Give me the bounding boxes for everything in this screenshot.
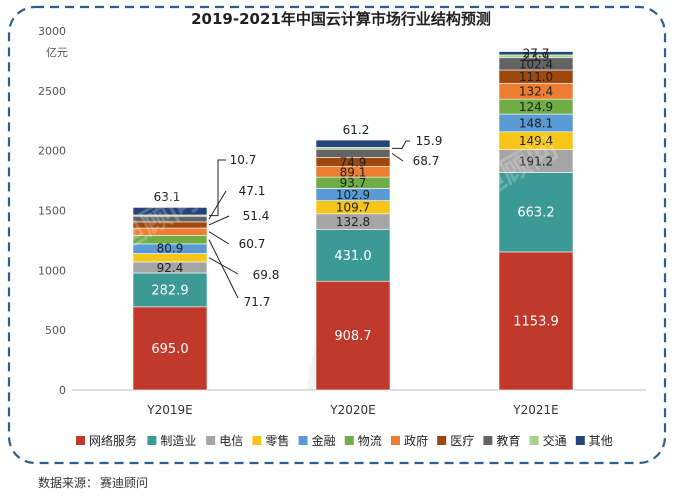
bar-segment	[132, 207, 208, 216]
data-label: 1153.9	[513, 314, 559, 329]
data-source: 数据来源： 赛迪顾问	[38, 474, 150, 491]
x-tick-label: Y2019E	[146, 403, 192, 417]
bar-segment	[498, 51, 574, 56]
legend-label: 教育	[496, 433, 520, 448]
stacked-bar-chart: 2019-2021年中国云计算市场行业结构预测 0 500 1000 1500 2000 2…	[7, 5, 667, 465]
data-label: 61.2	[343, 123, 370, 137]
data-label: 908.7	[334, 329, 371, 344]
leader-line	[208, 257, 239, 275]
data-label: 109.7	[336, 201, 370, 215]
bar-segment	[315, 229, 391, 282]
bar-segment	[315, 139, 391, 148]
legend-label: 网络服务	[89, 433, 137, 448]
legend-label: 零售	[265, 433, 289, 448]
data-label: 68.7	[413, 154, 440, 168]
data-label: 124.9	[519, 100, 553, 114]
legend-label: 制造业	[160, 434, 196, 448]
legend-label: 医疗	[450, 434, 474, 448]
source-label: 数据来源：	[38, 476, 99, 490]
leader-line	[209, 159, 226, 217]
data-label: 132.4	[519, 85, 553, 99]
legend-swatch	[437, 436, 447, 445]
y-tick-label: 2500	[38, 85, 66, 98]
data-label: 282.9	[151, 283, 188, 298]
legend-swatch	[206, 436, 216, 445]
legend-label: 政府	[404, 433, 428, 448]
chart-border	[7, 5, 667, 465]
legend-swatch	[147, 436, 157, 445]
data-label: 695.0	[151, 342, 188, 357]
legend-label: 金融	[312, 433, 336, 448]
y-tick-label: 1500	[38, 205, 66, 218]
legend-swatch	[529, 436, 539, 445]
y-tick-label: 1000	[38, 264, 66, 277]
chart-frame: 2019-2021年中国云计算市场行业结构预测 0 500 1000 1500 2000 2…	[6, 4, 668, 466]
data-label: 80.9	[157, 242, 184, 256]
data-label: 102.4	[519, 57, 553, 71]
data-label: 23.9	[523, 50, 550, 64]
legend-swatch	[391, 436, 400, 445]
data-label: 148.1	[519, 116, 553, 130]
bar-segment	[498, 251, 574, 391]
data-label: 74.9	[340, 155, 367, 169]
legend-swatch	[483, 436, 493, 445]
x-tick-label: Y2020E	[329, 403, 375, 417]
data-label: 191.2	[519, 155, 553, 169]
leader-line	[208, 190, 227, 220]
data-label: 63.1	[154, 190, 181, 204]
legend-swatch	[344, 436, 354, 445]
legend-label: 交通	[543, 433, 567, 448]
data-label: 71.7	[244, 295, 271, 309]
y-tick-label: 0	[59, 384, 66, 397]
x-tick-label: Y2021E	[512, 403, 558, 417]
leader-line	[208, 231, 230, 245]
data-label: 92.4	[157, 261, 184, 275]
data-label: 93.7	[340, 176, 367, 190]
data-label: 102.9	[336, 188, 370, 202]
source-value: 赛迪顾问	[100, 476, 149, 490]
leader-line	[391, 152, 404, 162]
legend-swatch	[252, 436, 262, 445]
legend-swatch	[298, 436, 308, 445]
legend-label: 其他	[589, 434, 613, 448]
legend-label: 电信	[219, 434, 243, 448]
bar-segment	[498, 172, 574, 253]
data-label: 47.1	[239, 184, 266, 198]
data-label: 51.4	[243, 209, 270, 223]
leader-line	[208, 239, 239, 299]
y-axis-unit: 亿元	[46, 46, 68, 59]
legend-swatch	[76, 436, 85, 445]
data-label: 132.8	[336, 215, 370, 229]
data-label: 10.7	[230, 153, 257, 167]
legend-swatch	[575, 436, 585, 445]
y-tick-label: 2000	[38, 145, 66, 158]
y-tick-label: 500	[45, 324, 66, 337]
data-label: 89.1	[340, 165, 367, 179]
data-label: 663.2	[517, 206, 554, 221]
data-label: 15.9	[416, 134, 443, 148]
leader-line	[208, 215, 230, 226]
data-label: 111.0	[519, 70, 553, 84]
data-label: 431.0	[334, 249, 371, 264]
data-label: 60.7	[239, 237, 266, 251]
leader-line	[392, 140, 410, 149]
data-label: 149.4	[519, 134, 553, 148]
chart-title: 2019-2021年中国云计算市场行业结构预测	[191, 10, 491, 28]
y-tick-label: 3000	[38, 25, 66, 38]
legend-label: 物流	[358, 434, 382, 448]
data-label: 27.7	[523, 47, 550, 61]
data-label: 69.8	[253, 268, 280, 282]
bar-segment	[132, 306, 208, 391]
